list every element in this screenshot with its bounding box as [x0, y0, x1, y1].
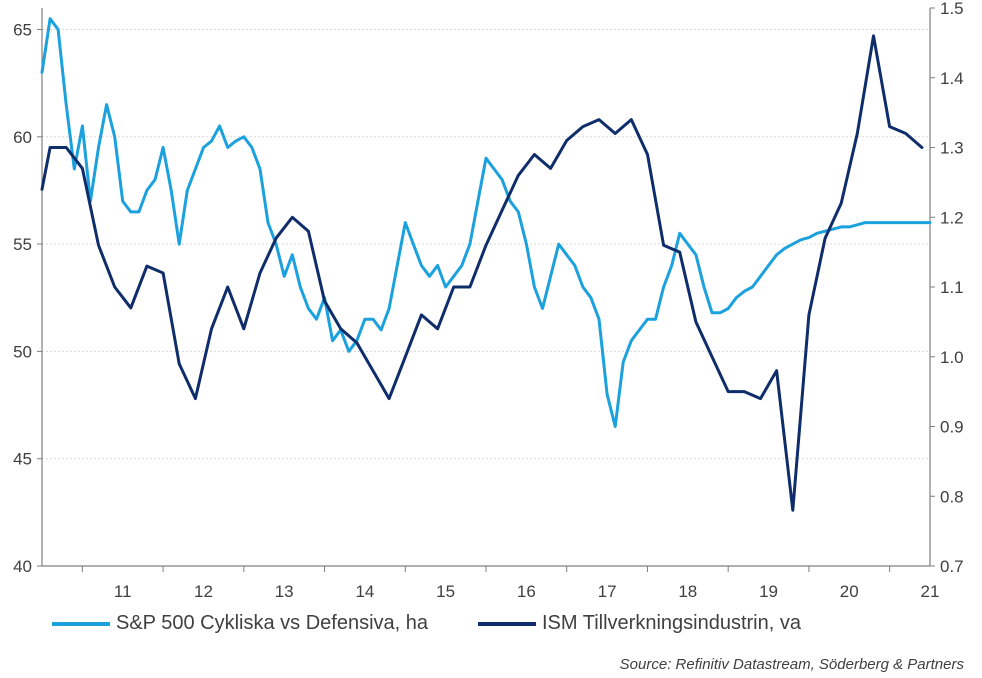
left-tick-label: 45: [13, 450, 32, 469]
left-y-axis: 40 45 50 55 60 65: [13, 8, 43, 576]
x-tick-label: 20: [840, 582, 859, 601]
legend-item-cyclical: S&P 500 Cykliska vs Defensiva, ha: [52, 612, 428, 635]
right-y-axis: 0.7 0.8 0.9 1.0 1.1 1.2 1.3 1.4 1.5: [929, 0, 964, 576]
right-tick-label: 1.0: [940, 348, 964, 367]
right-tick-label: 1.5: [940, 0, 964, 18]
x-axis: 11 12 13 14 15 16 17 18 19 20 21: [42, 565, 940, 601]
x-tick-label: 18: [678, 582, 697, 601]
right-tick-label: 1.3: [940, 139, 964, 158]
gridlines: [42, 28, 930, 567]
legend-swatch-ism: [478, 621, 536, 626]
right-tick-label: 1.4: [940, 69, 964, 88]
series-layer: [40, 17, 932, 512]
legend: S&P 500 Cykliska vs Defensiva, ha ISM Ti…: [0, 612, 982, 652]
x-tick-label: 16: [517, 582, 536, 601]
legend-label-ism: ISM Tillverkningsindustrin, va: [542, 612, 801, 634]
x-tick-label: 21: [921, 582, 940, 601]
x-tick-label: 13: [275, 582, 294, 601]
right-tick-label: 0.8: [940, 487, 964, 506]
x-tick-label: 17: [598, 582, 617, 601]
legend-item-ism: ISM Tillverkningsindustrin, va: [478, 612, 801, 635]
source-note: Source: Refinitiv Datastream, Söderberg …: [619, 656, 964, 673]
x-tick-label: 11: [114, 582, 132, 601]
series-line-cyclical: [40, 17, 932, 428]
right-tick-label: 1.2: [940, 208, 964, 227]
right-tick-label: 0.9: [940, 418, 964, 437]
left-tick-label: 65: [13, 20, 32, 39]
left-tick-label: 50: [13, 342, 32, 361]
legend-swatch-cyclical: [52, 621, 110, 626]
left-tick-label: 40: [13, 557, 32, 576]
x-tick-label: 12: [194, 582, 213, 601]
right-tick-label: 0.7: [940, 557, 964, 576]
series-line-ism: [40, 34, 924, 512]
x-tick-label: 14: [355, 582, 374, 601]
x-tick-label: 15: [436, 582, 455, 601]
legend-label-cyclical: S&P 500 Cykliska vs Defensiva, ha: [116, 612, 429, 634]
right-tick-label: 1.1: [940, 278, 964, 297]
left-tick-label: 60: [13, 128, 32, 147]
x-tick-label: 19: [759, 582, 778, 601]
left-tick-label: 55: [13, 235, 32, 254]
